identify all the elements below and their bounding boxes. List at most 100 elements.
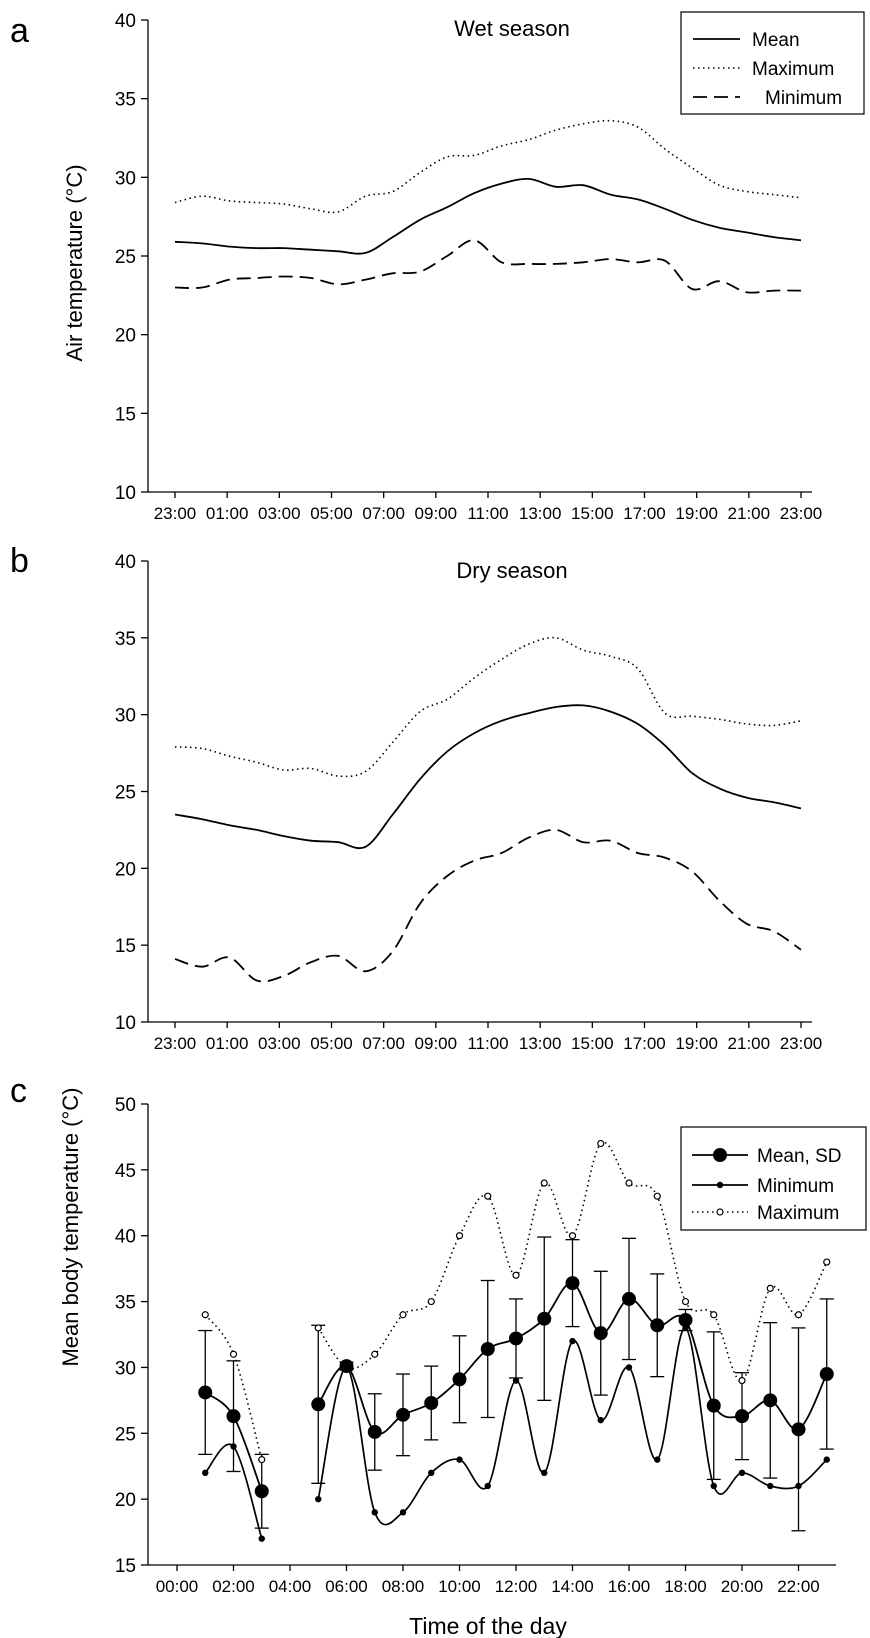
legend-a-min-label: Minimum (765, 88, 842, 109)
panel-b-y-tick-label: 40 (115, 552, 136, 573)
panel-c-mean-point (791, 1422, 806, 1437)
panel-a-x-tick-label: 13:00 (519, 504, 562, 523)
panel-c-y-tick-label: 15 (115, 1556, 136, 1577)
panel-letter-a: a (10, 12, 29, 50)
panel-c-mean-point (198, 1385, 213, 1400)
panel-c-plot: 15 20 25 30 35 40 45 50 00:00 02:00 04:00 06:00 08:0… (115, 1095, 836, 1596)
panel-c-min-point (625, 1364, 633, 1371)
panel-a-ylabel: Air temperature (°C) (62, 164, 87, 361)
panel-b-series-mean-line (174, 704, 802, 850)
panel-a-plot: 10 15 20 25 30 35 40 23:00 01:00 03:00 05:00 07:00 0… (115, 11, 822, 523)
panel-c-min-point (456, 1456, 463, 1463)
panel-b-x-tick-label: 09:00 (415, 1034, 458, 1053)
panel-a-y-tick-label: 30 (115, 168, 136, 189)
legend-c-min-label: Minimum (757, 1176, 834, 1197)
panel-a-x-tick-label: 19:00 (675, 504, 718, 523)
panel-c-mean-point (509, 1331, 523, 1346)
panel-c-max-point (766, 1284, 774, 1293)
panel-b-x-tick-label: 01:00 (206, 1034, 249, 1053)
panel-c-series-minimum-line (317, 1327, 828, 1526)
panel-c-min-point (710, 1482, 717, 1490)
panel-a-legend: Mean Maximum Minimum (680, 11, 865, 115)
panel-a-x-tick-label: 11:00 (467, 504, 508, 523)
panel-c-series-maximum-line (317, 1141, 828, 1382)
panel-c-min-point (230, 1443, 237, 1450)
panel-a-x-tick-label: 01:00 (206, 504, 249, 523)
panel-c-max-point (427, 1297, 435, 1306)
panel-c-mean-point (706, 1398, 721, 1413)
panel-c-xlabel: Time of the day (409, 1613, 567, 1638)
panel-a-series-maximum-line (174, 119, 802, 214)
panel-a-series-minimum-line (174, 239, 802, 294)
panel-c-min-point (484, 1482, 491, 1490)
panel-c-x-tick-label: 18:00 (664, 1577, 707, 1596)
panel-c-min-point (738, 1469, 746, 1477)
panel-c-max-point (625, 1179, 633, 1187)
panel-c-max-point (314, 1324, 322, 1332)
panel-letter-c: c (10, 1072, 27, 1110)
panel-c-mean-point (424, 1395, 439, 1410)
panel-c-mean-point (367, 1424, 382, 1439)
panel-b-x-tick-label: 23:00 (154, 1034, 197, 1053)
legend-c-max-marker (716, 1208, 724, 1216)
panel-b-series-maximum-line (174, 636, 802, 778)
panel-c-max-point (710, 1311, 718, 1319)
panel-a-x-tick-label: 23:00 (780, 504, 823, 523)
panel-b-series-minimum-line (174, 828, 802, 983)
panel-c-mean-point (537, 1311, 552, 1326)
panel-c-max-point (568, 1232, 577, 1240)
panel-c-x-tick-label: 04:00 (269, 1577, 312, 1596)
panel-b-x-tick-label: 13:00 (519, 1034, 562, 1053)
panel-c-mean-point (452, 1372, 467, 1387)
panel-c-mean-point (763, 1393, 778, 1408)
panel-b-y-tick-label: 10 (115, 1013, 136, 1034)
panel-c-x-tick-label: 22:00 (777, 1577, 820, 1596)
panel-c-legend-box (680, 1126, 867, 1231)
panel-c-x-tick-label: 08:00 (382, 1577, 425, 1596)
panel-c-ylabel: Mean body temperature (°C) (58, 1087, 83, 1366)
panel-c-x-tick-label: 06:00 (325, 1577, 368, 1596)
panel-a-y-tick-label: 40 (115, 11, 136, 32)
panel-c-y-tick-label: 40 (115, 1227, 136, 1248)
panel-b-x-tick-label: 05:00 (310, 1034, 353, 1053)
panel-c-mean-point (226, 1409, 241, 1424)
panel-c-min-point (258, 1535, 265, 1542)
panel-c-y-tick-label: 50 (115, 1095, 136, 1116)
panel-c-max-point (738, 1376, 746, 1385)
panel-c-min-point (654, 1456, 661, 1463)
panel-c-x-tick-label: 14:00 (551, 1577, 594, 1596)
panel-c-min-point (428, 1469, 435, 1477)
panel-c-max-point (653, 1192, 661, 1200)
panel-b-x-tick-label: 17:00 (623, 1034, 666, 1053)
panel-b-y-tick-label: 30 (115, 706, 136, 727)
panel-b-x-tick-label: 23:00 (780, 1034, 823, 1053)
panel-c-max-point (540, 1179, 548, 1187)
panel-c-min-point (767, 1482, 774, 1490)
panel-c-max-point (597, 1139, 605, 1148)
panel-c-legend: Mean, SD Minimum Maximum (680, 1126, 867, 1231)
panel-c-mean-point (735, 1409, 749, 1424)
panel-c-x-tick-label: 00:00 (156, 1577, 199, 1596)
panel-c-max-point (681, 1297, 690, 1306)
panel-a-title: Wet season (454, 16, 570, 41)
panel-a-y-tick-label: 15 (115, 404, 136, 425)
panel-c-max-point (371, 1350, 379, 1358)
panel-c-min-point (541, 1469, 548, 1477)
panel-a-x-tick-label: 05:00 (310, 504, 353, 523)
panel-c-max-point (399, 1311, 407, 1319)
panel-c-min-point (569, 1337, 576, 1345)
panel-c-min-point (795, 1482, 802, 1490)
panel-c-y-tick-label: 35 (115, 1293, 136, 1314)
legend-c-mean-marker (713, 1148, 727, 1162)
panel-b-x-tick-label: 11:00 (467, 1034, 508, 1053)
panel-c-max-point (484, 1192, 492, 1200)
panel-c-mean-point (650, 1318, 665, 1333)
panel-a-y-tick-label: 20 (115, 326, 136, 347)
panel-c-series-maximum-line (204, 1314, 263, 1460)
panel-c-y-tick-label: 25 (115, 1424, 136, 1445)
panel-c-mean-point (622, 1291, 636, 1306)
legend-a-max-label: Maximum (752, 59, 834, 80)
panel-b-title: Dry season (456, 558, 567, 583)
panel-c-mean-point (311, 1397, 326, 1412)
